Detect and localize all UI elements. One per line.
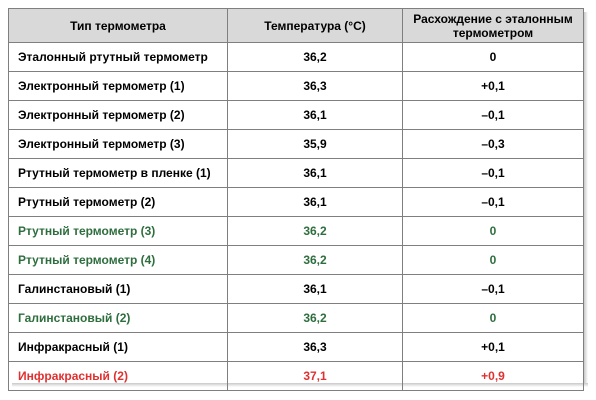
table-row: Галинстановый (2) 36,2 0	[8, 303, 584, 333]
cell-difference: 0	[402, 245, 584, 275]
cell-thermometer-type: Галинстановый (2)	[8, 303, 228, 333]
table-row: Ртутный термометр (3) 36,2 0	[8, 216, 584, 246]
table-body: Эталонный ртутный термометр 36,2 0 Электрон…	[8, 42, 584, 391]
table-row: Ртутный термометр в пленке (1) 36,1 –0,1	[8, 158, 584, 188]
table-row: Ртутный термометр (4) 36,2 0	[8, 245, 584, 275]
cell-temperature: 36,1	[227, 100, 403, 130]
table-shadow-right	[584, 12, 588, 385]
cell-temperature: 36,3	[227, 71, 403, 101]
cell-thermometer-type: Ртутный термометр (4)	[8, 245, 228, 275]
cell-difference: –0,1	[402, 100, 584, 130]
table-row: Галинстановый (1) 36,1 –0,1	[8, 274, 584, 304]
cell-thermometer-type: Электронный термометр (2)	[8, 100, 228, 130]
header-difference: Расхождение с эталонным термометром	[402, 8, 584, 43]
cell-difference: –0,1	[402, 187, 584, 217]
table-row: Инфракрасный (1) 36,3 +0,1	[8, 332, 584, 362]
cell-thermometer-type: Инфракрасный (2)	[8, 361, 228, 391]
cell-thermometer-type: Ртутный термометр (2)	[8, 187, 228, 217]
table-row: Инфракрасный (2) 37,1 +0,9	[8, 361, 584, 391]
cell-thermometer-type: Инфракрасный (1)	[8, 332, 228, 362]
cell-temperature: 35,9	[227, 129, 403, 159]
cell-thermometer-type: Галинстановый (1)	[8, 274, 228, 304]
cell-temperature: 36,3	[227, 332, 403, 362]
cell-temperature: 36,2	[227, 303, 403, 333]
cell-thermometer-type: Эталонный ртутный термометр	[8, 42, 228, 72]
cell-difference: 0	[402, 303, 584, 333]
cell-thermometer-type: Ртутный термометр (3)	[8, 216, 228, 246]
table-row: Электронный термометр (1) 36,3 +0,1	[8, 71, 584, 101]
cell-difference: +0,1	[402, 71, 584, 101]
cell-temperature: 36,2	[227, 42, 403, 72]
cell-temperature: 36,1	[227, 158, 403, 188]
cell-difference: –0,1	[402, 158, 584, 188]
cell-difference: 0	[402, 42, 584, 72]
header-thermometer-type: Тип термометра	[8, 8, 228, 43]
thermometer-comparison-table: Тип термометра Температура (°C) Расхожде…	[8, 8, 584, 391]
cell-difference: +0,9	[402, 361, 584, 391]
cell-temperature: 36,2	[227, 245, 403, 275]
cell-difference: –0,3	[402, 129, 584, 159]
header-temperature: Температура (°C)	[227, 8, 403, 43]
cell-thermometer-type: Электронный термометр (1)	[8, 71, 228, 101]
table-row: Ртутный термометр (2) 36,1 –0,1	[8, 187, 584, 217]
cell-temperature: 36,2	[227, 216, 403, 246]
table-row: Электронный термометр (2) 36,1 –0,1	[8, 100, 584, 130]
cell-difference: 0	[402, 216, 584, 246]
table-row: Электронный термометр (3) 35,9 –0,3	[8, 129, 584, 159]
cell-thermometer-type: Электронный термометр (3)	[8, 129, 228, 159]
cell-difference: +0,1	[402, 332, 584, 362]
cell-temperature: 36,1	[227, 274, 403, 304]
cell-difference: –0,1	[402, 274, 584, 304]
cell-thermometer-type: Ртутный термометр в пленке (1)	[8, 158, 228, 188]
table-row: Эталонный ртутный термометр 36,2 0	[8, 42, 584, 72]
cell-temperature: 37,1	[227, 361, 403, 391]
cell-temperature: 36,1	[227, 187, 403, 217]
table-header-row: Тип термометра Температура (°C) Расхожде…	[8, 8, 584, 43]
